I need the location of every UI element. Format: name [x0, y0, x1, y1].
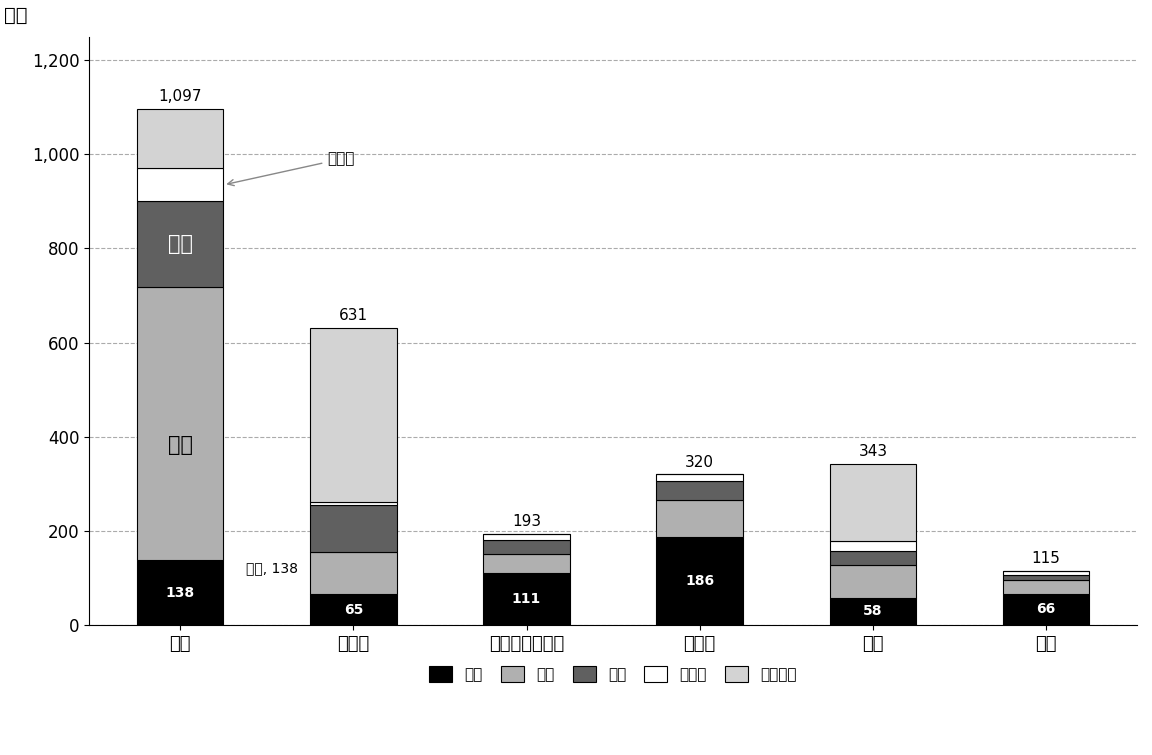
Bar	[137, 560, 223, 625]
Text: 労働, 138: 労働, 138	[245, 562, 298, 575]
Bar	[829, 565, 916, 598]
Bar	[483, 540, 570, 554]
Bar	[1002, 594, 1090, 625]
Bar	[137, 202, 223, 287]
Bar	[310, 505, 396, 552]
Text: 58: 58	[863, 604, 882, 618]
Text: 111: 111	[511, 592, 541, 606]
Bar	[310, 594, 396, 625]
Text: 631: 631	[339, 308, 367, 323]
Bar	[657, 500, 743, 538]
Bar	[1002, 575, 1090, 580]
Bar	[483, 554, 570, 573]
Bar	[137, 287, 223, 560]
Y-axis label: 千人: 千人	[5, 6, 28, 25]
Bar	[483, 535, 570, 540]
Bar	[657, 481, 743, 500]
Text: 家族: 家族	[168, 436, 192, 455]
Text: 66: 66	[1037, 602, 1055, 617]
Bar	[137, 168, 223, 202]
Text: 186: 186	[685, 575, 714, 588]
Text: 343: 343	[858, 444, 887, 459]
Text: 320: 320	[685, 455, 714, 470]
Bar	[829, 598, 916, 625]
Text: 1,097: 1,097	[159, 89, 202, 104]
Bar	[310, 552, 396, 594]
Text: その他: その他	[228, 152, 355, 186]
Bar	[137, 109, 223, 168]
Bar	[829, 550, 916, 565]
Text: 65: 65	[343, 602, 363, 617]
Bar	[310, 328, 396, 502]
Text: 人道: 人道	[168, 234, 192, 254]
Bar	[829, 464, 916, 541]
Bar	[1002, 580, 1090, 594]
Bar	[1002, 571, 1090, 575]
Bar	[483, 573, 570, 625]
Bar	[310, 502, 396, 505]
Text: 138: 138	[166, 586, 195, 599]
Text: 115: 115	[1032, 551, 1061, 566]
Legend: 労働, 家族, 人道, その他, 自由移動: 労働, 家族, 人道, その他, 自由移動	[423, 660, 803, 688]
Bar	[657, 538, 743, 625]
Bar	[657, 474, 743, 481]
Bar	[829, 541, 916, 550]
Text: 193: 193	[511, 514, 541, 529]
